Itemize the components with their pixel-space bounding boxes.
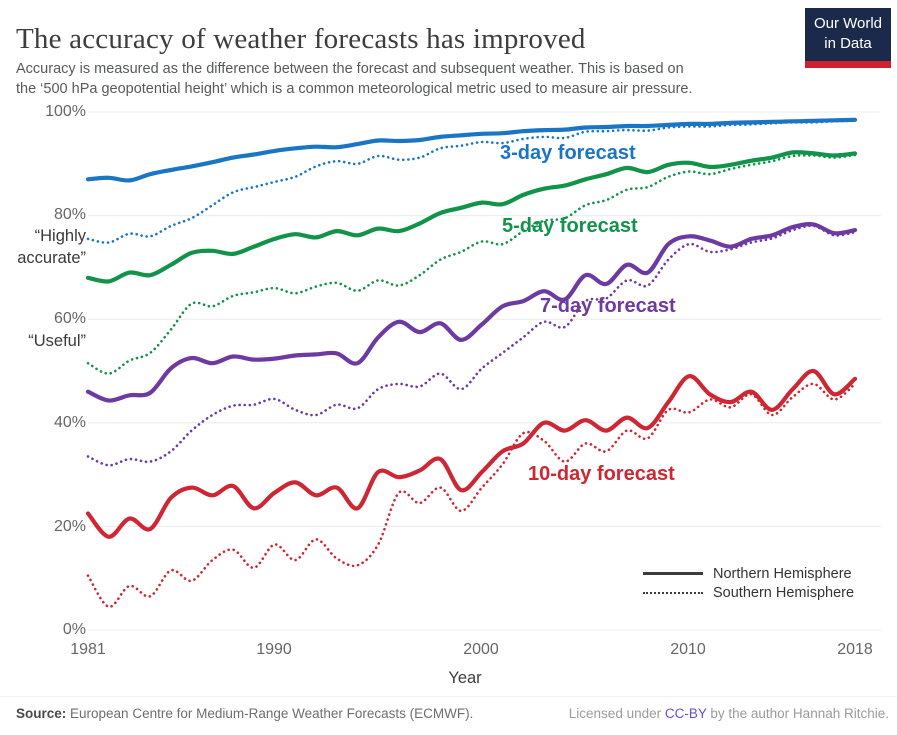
footer: Source: European Centre for Medium-Range… [0,696,897,735]
series-line-3day-sh [86,119,857,244]
series-line-3day-nh [85,117,858,183]
series-line-5day-sh [86,153,857,375]
owid-logo[interactable]: Our World in Data [805,8,891,68]
x-tick-2010: 2010 [670,641,706,658]
y-tick-40: 40% [53,414,86,431]
legend-label-northern: Northern Hemisphere [713,565,852,582]
x-tick-2000: 2000 [463,641,499,658]
y-tick-100: 100% [45,103,86,120]
series-line-10day-sh [86,382,857,608]
legend-label-southern: Southern Hemisphere [713,584,855,601]
legend-item-northern: Northern Hemisphere [643,564,854,583]
dotted-line-sample [643,591,703,594]
series-line-10day-nh [85,368,858,539]
legend: Northern Hemisphere Southern Hemisphere [643,564,854,602]
license-prefix: Licensed under [568,706,665,721]
y-tick-20: 20% [53,518,86,535]
y-annotation-useful: “Useful” [28,332,86,350]
license-suffix: by the author Hannah Ritchie. [706,706,889,721]
x-tick-1990: 1990 [256,641,292,658]
series-line-7day-nh [85,222,858,403]
series-label-5day: 5-day forecast [502,215,638,237]
owid-logo-line1: Our World [813,15,883,32]
series-label-3day: 3-day forecast [500,142,636,164]
owid-logo-line2: in Data [824,34,872,52]
license-line: Licensed under CC-BY by the author Hanna… [569,706,889,721]
x-tick-2018: 2018 [837,641,873,658]
solid-line-sample [643,572,703,575]
source-line: Source: European Centre for Medium-Range… [16,706,473,721]
series-line-5day-nh [85,150,858,284]
x-tick-1981: 1981 [70,641,106,658]
cc-by-link[interactable]: CC-BY [664,706,707,721]
y-tick-0: 0% [62,621,86,638]
source-text: European Centre for Medium-Range Weather… [66,706,474,721]
series-line-7day-sh [86,224,857,467]
page-title: The accuracy of weather forecasts has im… [16,23,586,56]
series-label-7day: 7-day forecast [540,295,676,317]
legend-item-southern: Southern Hemisphere [643,583,854,602]
y-tick-60: 60% [53,310,86,327]
y-tick-80: 80% [53,206,86,223]
chart-subtitle: Accuracy is measured as the difference b… [16,60,693,97]
series-label-10day: 10-day forecast [528,463,675,485]
y-annotation-highly-accurate: “Highly accurate” [17,227,86,267]
x-axis-title: Year [448,669,482,687]
source-label: Source: [16,706,67,721]
